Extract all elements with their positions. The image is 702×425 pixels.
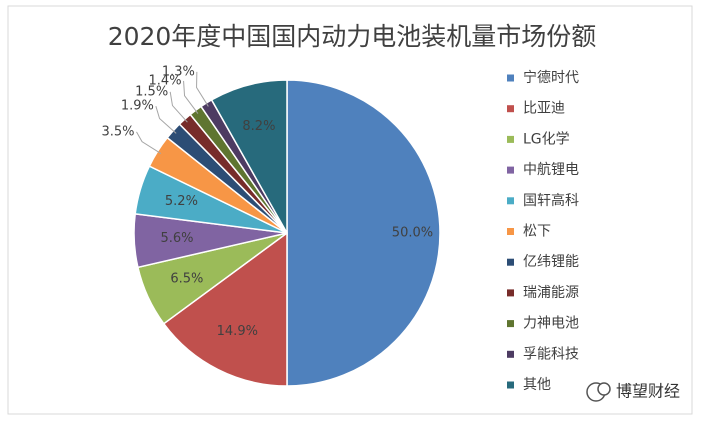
legend-swatch bbox=[507, 105, 514, 113]
legend-label: 比亚迪 bbox=[523, 101, 565, 117]
legend-label: 力神电池 bbox=[523, 316, 579, 332]
pie-slice bbox=[210, 79, 288, 236]
leader-line bbox=[155, 106, 177, 134]
legend-label: 国轩高科 bbox=[523, 192, 579, 209]
leader-line bbox=[183, 80, 199, 114]
legend-swatch bbox=[507, 350, 514, 358]
legend-swatch bbox=[507, 197, 514, 205]
data-label: 8.2% bbox=[242, 119, 275, 134]
data-label: 1.3% bbox=[162, 64, 195, 79]
data-label: 3.5% bbox=[101, 124, 134, 139]
data-label: 1.4% bbox=[149, 73, 182, 88]
legend-label: LG化学 bbox=[523, 131, 570, 147]
chart-title: 2020年度中国国内动力电池装机量市场份额 bbox=[108, 22, 597, 51]
data-label: 5.2% bbox=[165, 194, 198, 209]
legend-label: 亿纬锂能 bbox=[523, 254, 579, 270]
legend-swatch bbox=[507, 289, 514, 297]
data-label: 50.0% bbox=[392, 226, 433, 241]
watermark-icon bbox=[586, 382, 611, 402]
legend-swatch bbox=[507, 381, 514, 389]
legend-swatch bbox=[507, 166, 514, 174]
legend-swatch bbox=[507, 320, 514, 328]
leader-line bbox=[136, 131, 162, 154]
data-label: 5.6% bbox=[160, 231, 193, 246]
legend-swatch bbox=[507, 135, 514, 143]
leader-line bbox=[169, 91, 188, 123]
legend-swatch bbox=[507, 74, 514, 82]
pie-slice bbox=[286, 79, 441, 387]
legend-swatch bbox=[507, 228, 514, 235]
legend-swatch bbox=[507, 258, 514, 266]
data-label: 14.9% bbox=[217, 324, 258, 339]
legend-label: 中航锂电 bbox=[523, 162, 579, 178]
legend-label: 瑞浦能源 bbox=[523, 285, 579, 301]
data-label: 6.5% bbox=[170, 271, 203, 286]
leader-line bbox=[196, 71, 209, 107]
legend-label: 宁德时代 bbox=[523, 69, 579, 86]
data-label: 1.5% bbox=[135, 84, 168, 99]
legend-label: 其他 bbox=[523, 377, 551, 393]
data-label: 1.9% bbox=[121, 99, 154, 114]
legend-label: 孚能科技 bbox=[523, 346, 579, 362]
watermark: 博望财经 bbox=[616, 382, 680, 401]
legend-label: 松下 bbox=[523, 224, 551, 240]
pie-slice bbox=[162, 231, 288, 387]
